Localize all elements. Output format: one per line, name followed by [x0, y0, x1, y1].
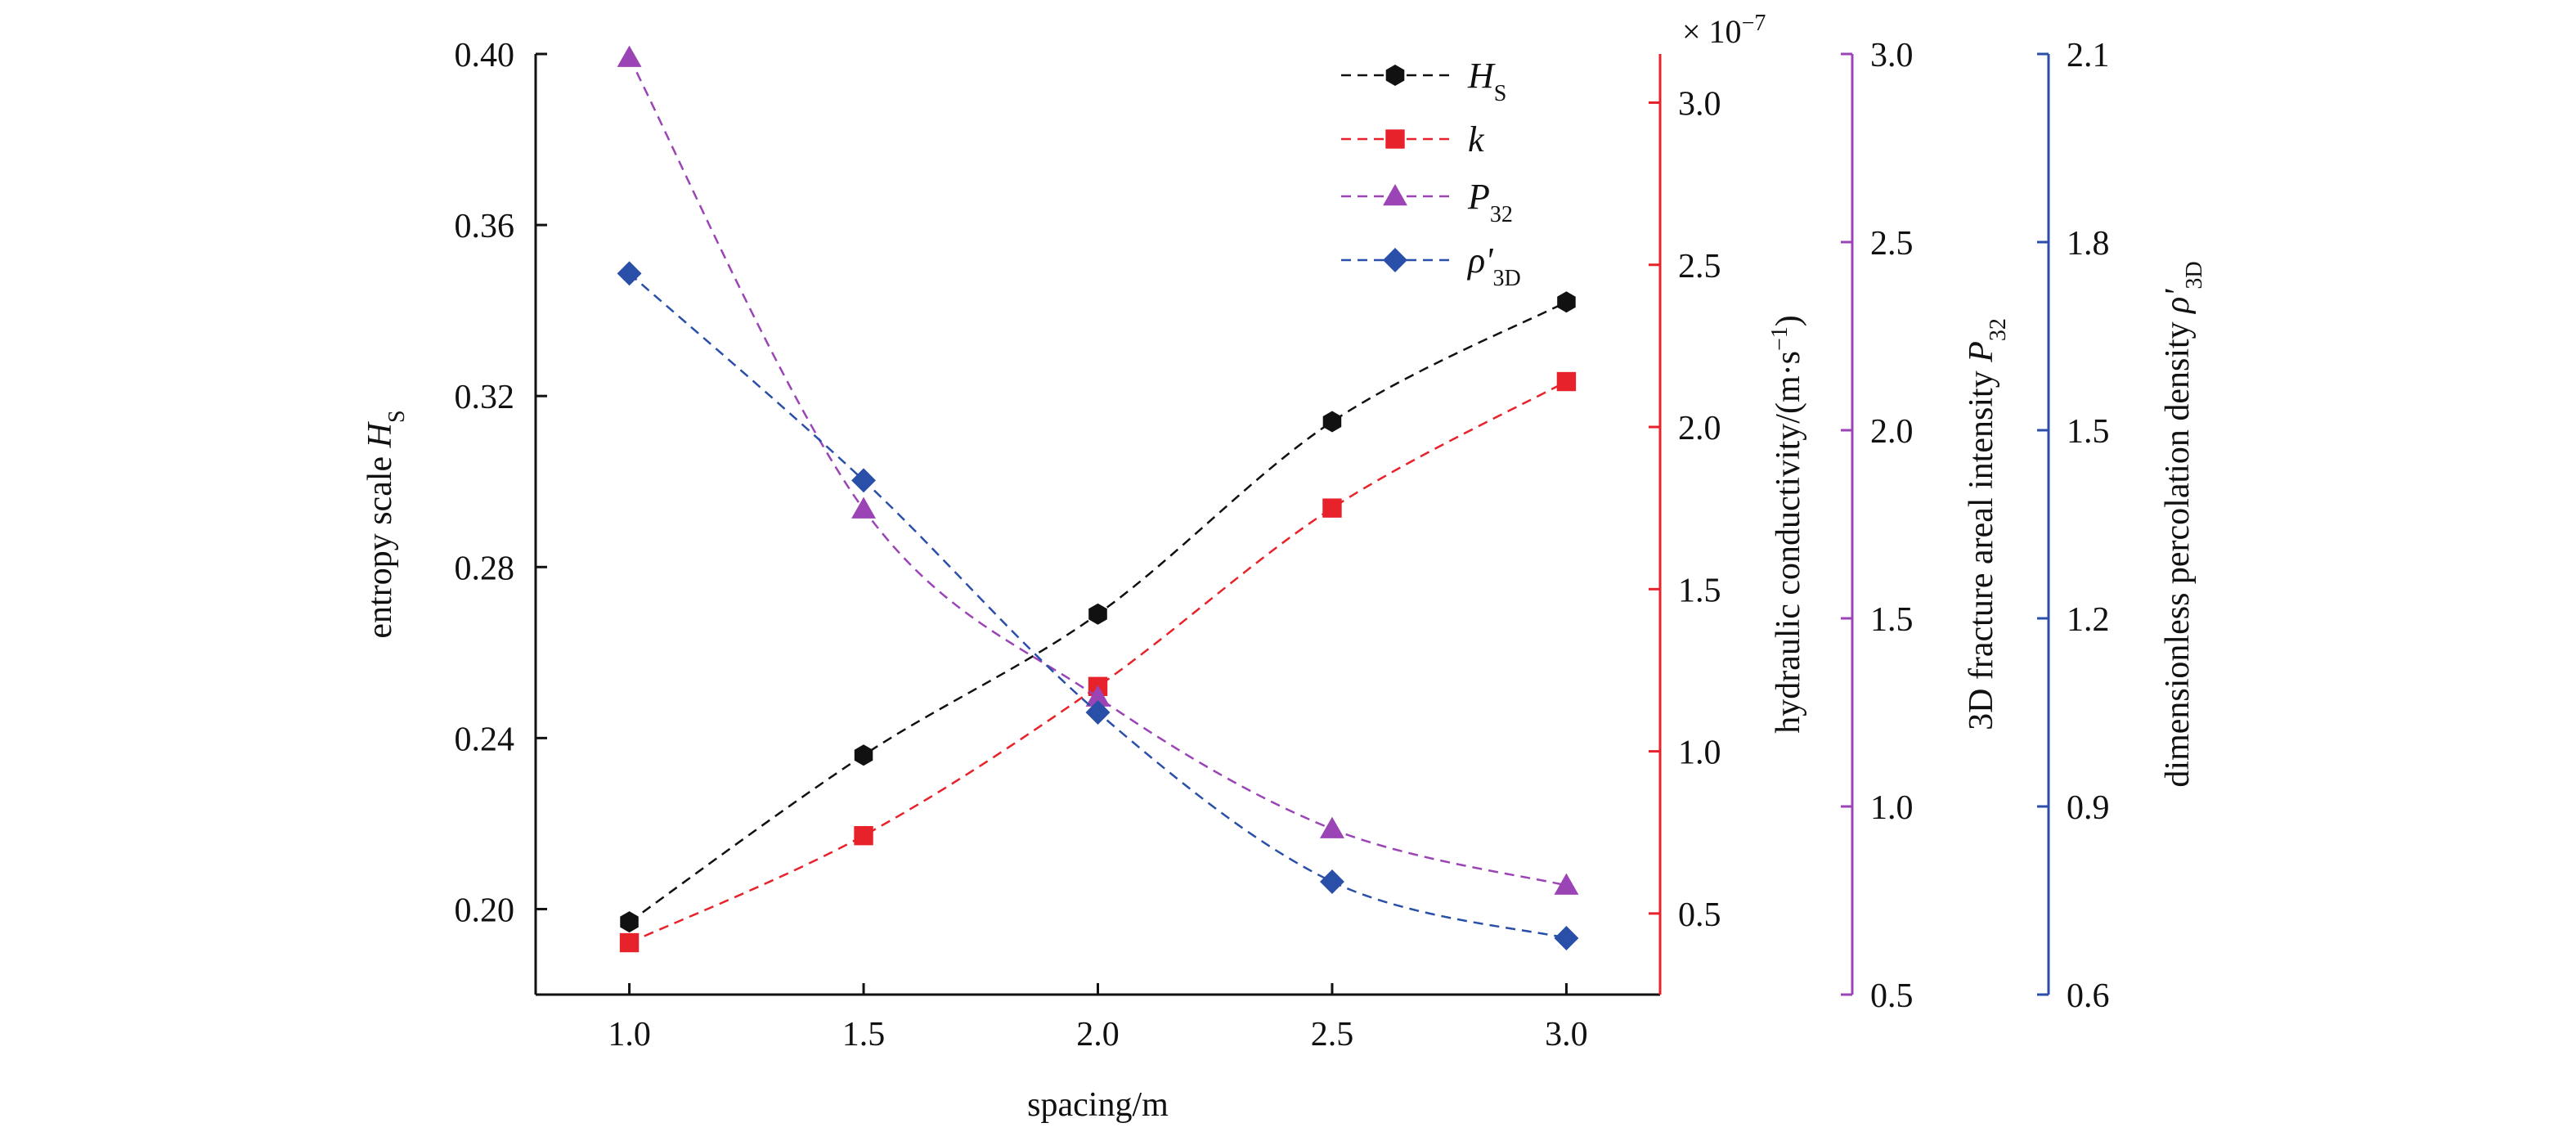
y-axis-label-rho: dimensionless percolation density ρ'3D [2159, 261, 2207, 787]
y-tick-label-rho: 1.2 [2067, 601, 2110, 639]
y-tick-label-p32: 0.5 [1870, 977, 1914, 1015]
y-tick-label-p32: 2.5 [1870, 225, 1914, 263]
y-tick-label-hs: 0.24 [455, 721, 515, 758]
y-tick-label-k: 1.5 [1678, 572, 1721, 609]
y-axis-label-hs-part: H [361, 420, 399, 448]
data-point-2 [1554, 873, 1579, 895]
legend-label-name: H [1467, 56, 1496, 96]
legend-marker-2 [1383, 184, 1407, 206]
y-tick-label-p32: 3.0 [1870, 37, 1914, 74]
legend-marker-3 [1383, 248, 1407, 272]
y-tick-label-p32: 1.0 [1870, 789, 1914, 827]
y-axis-label-rho-part: 3D [2182, 261, 2207, 289]
legend-marker-0 [1385, 65, 1405, 86]
x-tick-label: 1.0 [608, 1016, 651, 1053]
legend-label-sub: 32 [1490, 202, 1513, 227]
y-axis-label-rho-part: dimensionless percolation density [2159, 313, 2197, 788]
y-tick-label-rho: 1.8 [2067, 225, 2110, 263]
y-tick-label-k: 1.0 [1678, 734, 1721, 772]
data-point-2 [851, 496, 876, 519]
legend-label-name: ρ' [1466, 240, 1494, 281]
y-tick-label-rho: 0.9 [2067, 789, 2110, 827]
y-axis-label-k-part: −1 [1767, 326, 1793, 351]
y-axis-label-hs-part: S [384, 410, 410, 423]
y-tick-label-p32: 2.0 [1870, 413, 1914, 451]
y-axis-label-hs-part: entropy scale [361, 447, 399, 638]
y-tick-label-k: 2.5 [1678, 248, 1721, 285]
y-tick-label-rho: 2.1 [2067, 37, 2110, 74]
data-point-2 [1320, 816, 1344, 838]
data-point-0 [620, 911, 639, 933]
y-tick-label-hs: 0.28 [455, 550, 515, 587]
y-axis-label-k-part: hydraulic conductivity/(m·s [1770, 351, 1807, 734]
k-axis-multiplier: × 10−7 [1682, 11, 1766, 51]
series-line-3 [628, 272, 1567, 940]
y-tick-label-k: 2.0 [1678, 410, 1721, 447]
y-tick-label-hs: 0.32 [455, 379, 515, 416]
y-axis-label-k-part: ) [1770, 315, 1807, 326]
x-tick-label: 2.5 [1311, 1016, 1354, 1053]
y-tick-label-rho: 0.6 [2067, 977, 2110, 1015]
y-tick-label-k: 3.0 [1678, 85, 1721, 123]
y-axis-label-k: hydraulic conductivity/(m·s−1) [1767, 315, 1808, 734]
data-point-2 [1085, 685, 1111, 707]
data-point-3 [617, 261, 642, 286]
legend-label-1: k [1468, 119, 1485, 159]
y-axis-label-hs: entropy scale HS [361, 410, 410, 638]
y-axis-label-p32-part: 32 [1986, 318, 2011, 341]
legend-label-3: ρ'3D [1466, 240, 1521, 291]
legend-label-0: HS [1467, 56, 1506, 106]
data-point-1 [619, 932, 640, 953]
y-axis-label-rho-part: ρ' [2159, 289, 2197, 315]
y-tick-label-hs: 0.36 [455, 208, 515, 245]
y-axis-label-p32: 3D fracture areal intensity P32 [1963, 318, 2011, 730]
x-tick-label: 2.0 [1076, 1016, 1120, 1053]
data-point-0 [854, 744, 873, 766]
x-axis-label: spacing/m [1027, 1086, 1169, 1124]
data-point-1 [1322, 498, 1342, 518]
y-tick-label-hs: 0.20 [455, 892, 515, 929]
data-point-0 [1088, 603, 1107, 625]
data-point-0 [1322, 411, 1342, 433]
series-line-1 [629, 380, 1567, 944]
y-tick-label-rho: 1.5 [2067, 413, 2110, 451]
legend-label-name: k [1468, 119, 1485, 159]
y-tick-label-p32: 1.5 [1870, 601, 1914, 639]
x-tick-label: 1.5 [842, 1016, 886, 1053]
series-line-2 [628, 57, 1567, 887]
data-point-1 [1556, 371, 1577, 392]
k-axis-multiplier-base: × 10 [1682, 13, 1742, 50]
data-point-0 [1557, 291, 1576, 313]
data-point-2 [617, 45, 642, 67]
data-point-3 [851, 468, 876, 493]
y-axis-label-p32-part: 3D fracture areal intensity [1963, 362, 2000, 730]
data-point-3 [1320, 869, 1344, 894]
x-tick-label: 3.0 [1545, 1016, 1588, 1053]
data-point-1 [854, 825, 873, 846]
y-axis-label-p32-part: P [1963, 341, 2000, 363]
legend-label-2: P32 [1467, 177, 1513, 227]
legend-marker-1 [1385, 129, 1405, 149]
y-tick-label-hs: 0.40 [455, 37, 515, 74]
legend-label-sub: S [1494, 81, 1507, 106]
legend-label-sub: 3D [1493, 266, 1521, 291]
y-tick-label-k: 0.5 [1678, 896, 1721, 934]
k-axis-multiplier-exp: −7 [1742, 11, 1766, 36]
data-point-3 [1085, 700, 1111, 725]
legend-label-name: P [1467, 177, 1490, 217]
data-point-3 [1554, 926, 1579, 950]
